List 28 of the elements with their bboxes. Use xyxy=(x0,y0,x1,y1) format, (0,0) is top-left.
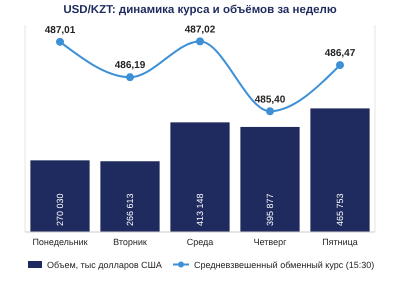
data-label: 395 877 xyxy=(265,193,275,226)
point xyxy=(56,38,64,46)
point xyxy=(266,107,274,116)
bar xyxy=(100,161,160,232)
x-tick-label: Пятница xyxy=(322,237,358,247)
point xyxy=(336,61,344,70)
point xyxy=(126,73,134,82)
chart-title: USD/KZT: динамика курса и объёмов за неделю xyxy=(63,4,337,16)
x-tick-label: Понедельник xyxy=(32,237,88,247)
bar xyxy=(30,160,90,232)
bar xyxy=(240,126,300,232)
data-label: 266 613 xyxy=(125,193,135,226)
bar xyxy=(170,122,230,232)
bar xyxy=(310,108,370,232)
data-label: 465 753 xyxy=(335,193,345,226)
legend-label: Средневзвешенный обменный курс (15:30) xyxy=(194,260,374,270)
data-label: 487,02 xyxy=(184,24,216,36)
data-label: 270 030 xyxy=(55,193,65,226)
point xyxy=(196,37,204,46)
x-tick-label: Вторник xyxy=(113,237,147,247)
legend-label: Объем, тыс долларов США xyxy=(47,260,162,270)
data-label: 487,01 xyxy=(44,24,76,36)
data-label: 486,47 xyxy=(324,48,356,60)
data-label: 485,40 xyxy=(254,94,286,106)
x-tick-label: Среда xyxy=(186,237,214,247)
data-label: 486,19 xyxy=(114,60,146,72)
data-label: 413 148 xyxy=(195,193,205,226)
x-tick-label: Четверг xyxy=(254,237,288,247)
